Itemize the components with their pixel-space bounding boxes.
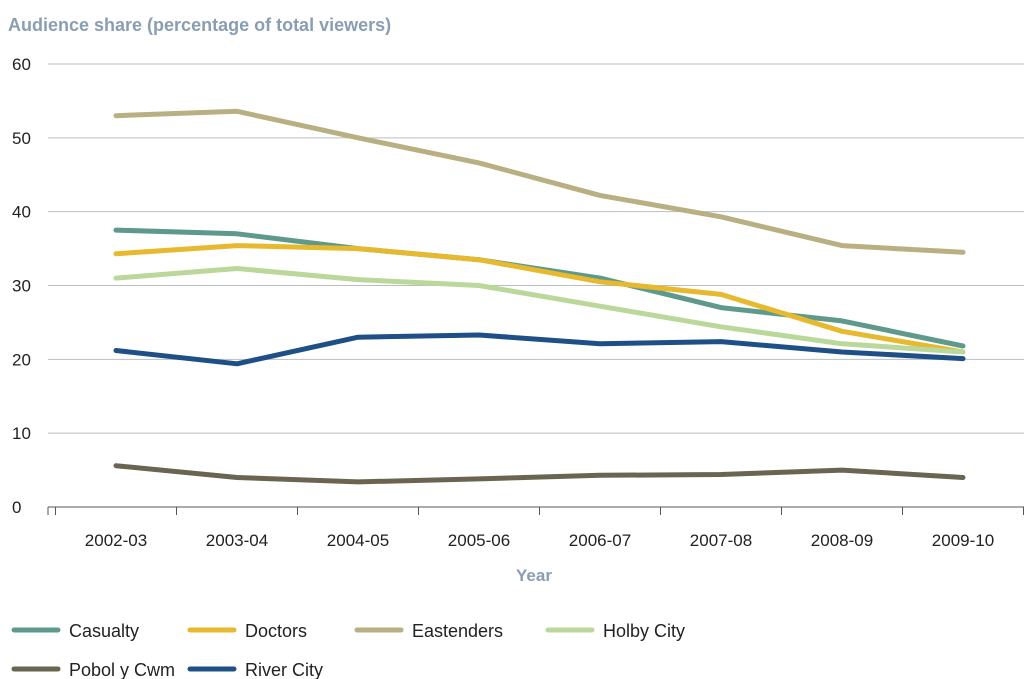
- series-line-eastenders: [113, 108, 966, 255]
- x-tick-label: 2002-03: [85, 531, 147, 550]
- legend-label: Doctors: [245, 621, 307, 641]
- x-tick-label: 2008-09: [811, 531, 873, 550]
- y-tick-label: 60: [12, 55, 31, 74]
- legend-item: Holby City: [545, 621, 685, 641]
- legend-label: Pobol y Cwm: [69, 660, 175, 679]
- y-tick-label: 0: [12, 498, 21, 517]
- x-tick-label: 2006-07: [569, 531, 631, 550]
- y-tick-label: 20: [12, 350, 31, 369]
- y-axis-title: Audience share (percentage of total view…: [8, 15, 391, 35]
- series-line-river-city: [113, 332, 966, 367]
- x-tick-label: 2009-10: [932, 531, 994, 550]
- y-tick-label: 30: [12, 277, 31, 296]
- series-lines: [113, 108, 966, 485]
- y-tick-label: 40: [12, 203, 31, 222]
- x-tick-label: 2004-05: [327, 531, 389, 550]
- legend-label: River City: [245, 660, 323, 679]
- y-tick-label: 10: [12, 424, 31, 443]
- y-tick-label: 50: [12, 129, 31, 148]
- x-tick-label: 2005-06: [448, 531, 510, 550]
- x-axis: 2002-03 2003-04 2004-05 2005-06 2006-07 2007-…: [47, 506, 1024, 550]
- x-tick-label: 2007-08: [690, 531, 752, 550]
- y-axis-ticks: 0 10 20 30 40 50 60: [12, 55, 31, 517]
- legend-item: River City: [187, 660, 323, 679]
- series-line-doctors: [113, 243, 966, 355]
- legend-label: Eastenders: [412, 621, 503, 641]
- legend-item: Doctors: [187, 621, 307, 641]
- x-tick-label: 2003-04: [206, 531, 268, 550]
- x-axis-title: Year: [516, 566, 552, 585]
- legend-item: Casualty: [11, 621, 139, 641]
- legend: Casualty Doctors Eastenders Holby City Pobol…: [11, 621, 685, 679]
- legend-item: Eastenders: [354, 621, 503, 641]
- series-line-holby-city: [113, 266, 966, 355]
- legend-label: Holby City: [603, 621, 685, 641]
- legend-item: Pobol y Cwm: [11, 660, 175, 679]
- series-line-pobol-y-cwm: [113, 463, 966, 485]
- legend-label: Casualty: [69, 621, 139, 641]
